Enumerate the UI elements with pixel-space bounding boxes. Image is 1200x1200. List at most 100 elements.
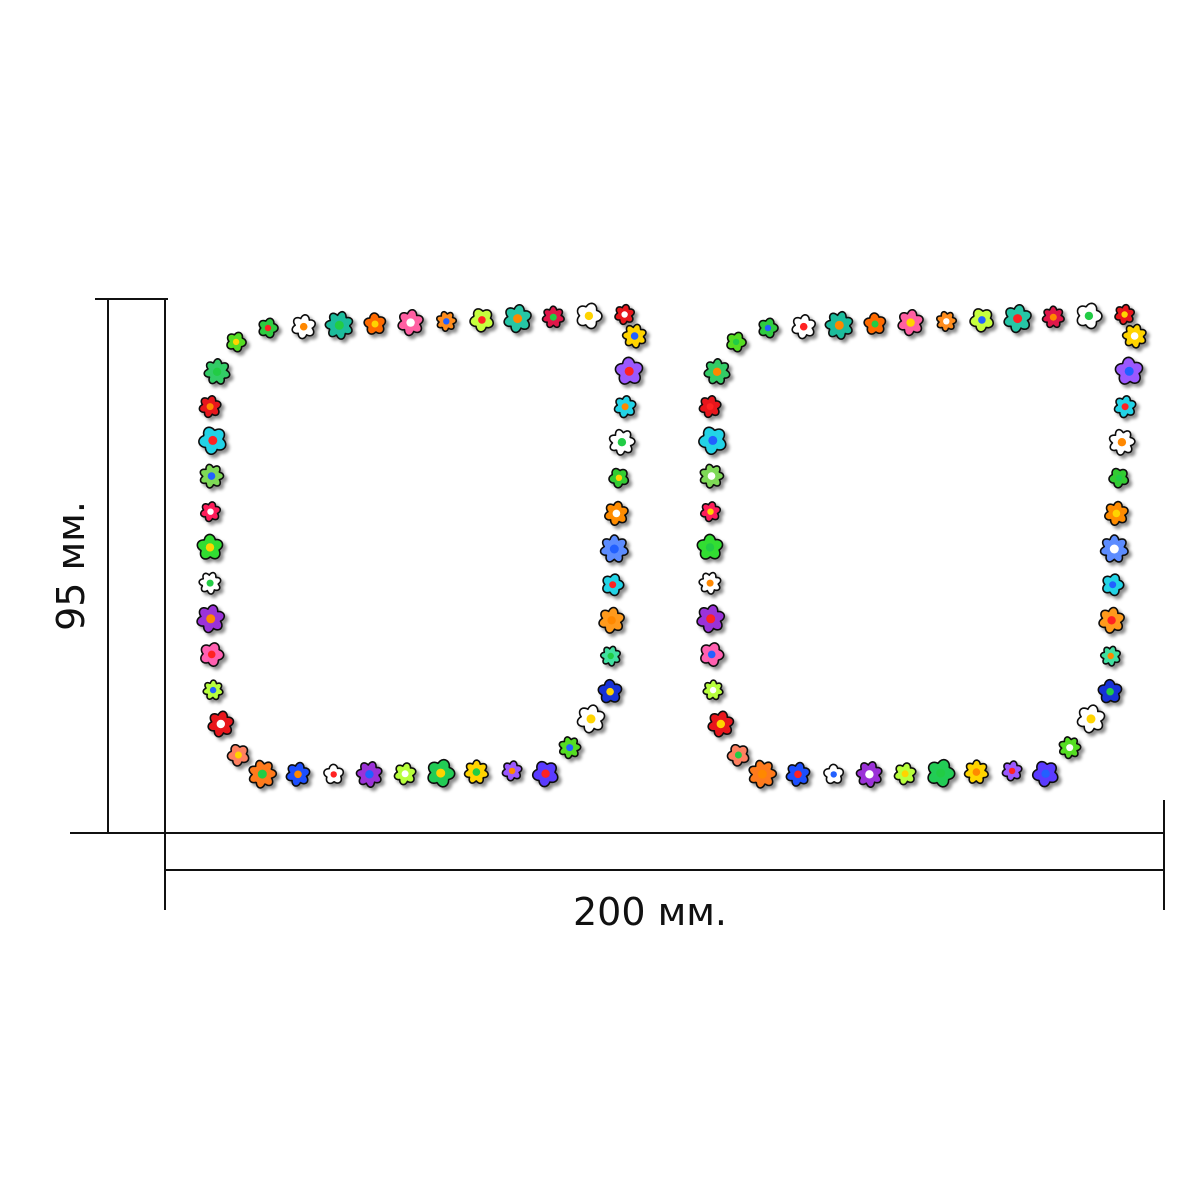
flower: [614, 356, 644, 385]
flower: [726, 331, 747, 353]
flower: [1058, 736, 1082, 760]
flower: [1001, 760, 1023, 782]
flower: [1102, 573, 1125, 597]
flower: [531, 760, 559, 788]
flower: [699, 501, 722, 523]
flower: [198, 571, 222, 595]
flower: [1097, 678, 1123, 704]
flower: [198, 395, 222, 419]
flower: [200, 642, 225, 667]
flower: [599, 645, 622, 667]
flower: [824, 310, 854, 340]
flower: [863, 312, 887, 335]
flower: [597, 678, 623, 704]
flower: [1099, 645, 1121, 667]
flower: [1108, 428, 1136, 456]
flower: [698, 426, 727, 456]
flower: [602, 573, 625, 597]
flower: [1041, 305, 1065, 329]
flower: [698, 395, 722, 419]
flower: [1108, 467, 1130, 489]
flower: [196, 604, 226, 634]
flower: [199, 501, 222, 523]
flower: [935, 310, 958, 333]
flower: [791, 314, 816, 340]
flower: [613, 395, 637, 419]
flower: [969, 308, 995, 333]
flower: [355, 761, 383, 789]
flower: [397, 308, 424, 337]
flower: [207, 710, 235, 738]
flower: [599, 534, 629, 563]
flower: [698, 571, 722, 595]
flower: [198, 426, 227, 456]
flower-frames: [196, 302, 1147, 789]
flower: [363, 312, 387, 335]
flower: [258, 317, 279, 339]
flower: [541, 305, 565, 329]
flower: [893, 762, 917, 786]
flower: [1099, 534, 1129, 563]
flower: [699, 463, 725, 489]
flower: [393, 762, 417, 786]
flower: [203, 358, 231, 385]
flower: [1114, 303, 1135, 326]
flower: [1003, 303, 1032, 334]
flower: [196, 533, 224, 560]
flower: [463, 759, 489, 785]
flower: [897, 308, 924, 337]
flower: [1031, 760, 1059, 788]
flower: [1098, 606, 1125, 634]
flower: [758, 317, 779, 339]
flower: [248, 759, 278, 789]
flower: [785, 761, 811, 787]
flower: [501, 760, 523, 782]
flower: [435, 310, 458, 333]
flower: [226, 331, 247, 353]
flower: [1121, 323, 1147, 349]
flower: [726, 743, 750, 767]
flower: [1076, 704, 1106, 734]
flower: [427, 758, 456, 788]
flower: [608, 428, 636, 456]
flower: [469, 308, 495, 333]
flower: [558, 736, 582, 760]
flower: [604, 500, 629, 527]
width-dimension: 200 мм.: [164, 800, 1165, 934]
flower: [199, 463, 225, 489]
flower: [621, 323, 647, 349]
flower: [927, 758, 956, 788]
flower: [1113, 395, 1137, 419]
flower: [323, 763, 345, 785]
flower: [707, 710, 735, 738]
flower: [963, 759, 989, 785]
flower: [202, 679, 224, 701]
flower: [576, 302, 603, 330]
flower: [324, 310, 354, 340]
flower: [608, 467, 630, 489]
flower: [700, 642, 725, 667]
flower: [576, 704, 606, 734]
flower: [823, 763, 845, 785]
flower: [703, 358, 731, 385]
right-frame: [696, 302, 1147, 789]
flower: [285, 761, 311, 787]
height-label: 95 мм.: [49, 501, 93, 631]
left-frame: [196, 302, 647, 789]
flower: [614, 303, 635, 326]
flower: [748, 759, 778, 789]
height-dimension: 95 мм.: [49, 298, 168, 834]
flower: [291, 314, 316, 340]
flower: [598, 606, 625, 634]
flower: [855, 761, 883, 789]
flower: [696, 533, 724, 560]
flower: [1114, 356, 1144, 385]
width-label: 200 мм.: [573, 890, 727, 934]
flower: [503, 303, 532, 334]
flower: [226, 743, 250, 767]
flower: [696, 604, 726, 634]
flower: [1104, 500, 1129, 527]
flower: [1076, 302, 1103, 330]
flower: [702, 679, 724, 701]
